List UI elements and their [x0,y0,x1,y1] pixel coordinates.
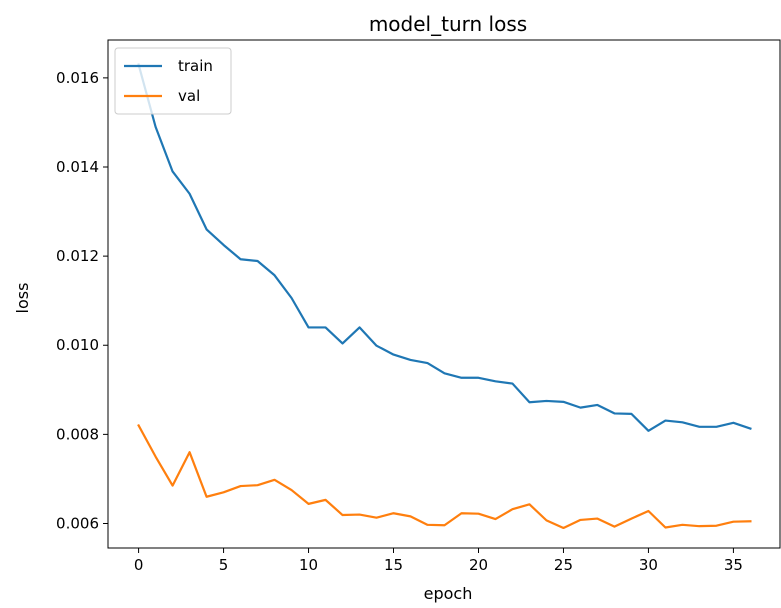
y-tick-label: 0.010 [56,336,99,354]
x-tick-label: 5 [219,556,229,574]
x-tick-label: 35 [724,556,743,574]
legend: train val [114,47,232,115]
legend-box [114,47,232,115]
y-tick-label: 0.006 [56,514,99,532]
x-tick-label: 30 [639,556,658,574]
y-axis-label: loss [13,283,32,314]
series-line-train [137,63,752,432]
x-tick-label: 10 [299,556,318,574]
x-tick-label: 25 [554,556,573,574]
series-line-val [137,423,752,530]
y-tick-label: 0.008 [56,425,99,443]
x-tick-label: 20 [469,556,488,574]
axes-layer: 0 5 10 15 20 25 30 35 0.006 0.008 0.010 0.012 0.014 0… [56,39,781,574]
y-tick-label: 0.014 [56,158,99,176]
x-tick-label: 15 [384,556,403,574]
y-tick-label: 0.016 [56,69,99,87]
y-tick-label: 0.012 [56,247,99,265]
chart-title: model_turn loss [369,12,527,36]
legend-train-label: train [178,57,213,75]
plot-frame [107,39,781,549]
series-layer [137,63,752,530]
legend-val-label: val [178,87,200,105]
x-tick-label: 0 [134,556,144,574]
x-axis-label: epoch [424,584,473,603]
